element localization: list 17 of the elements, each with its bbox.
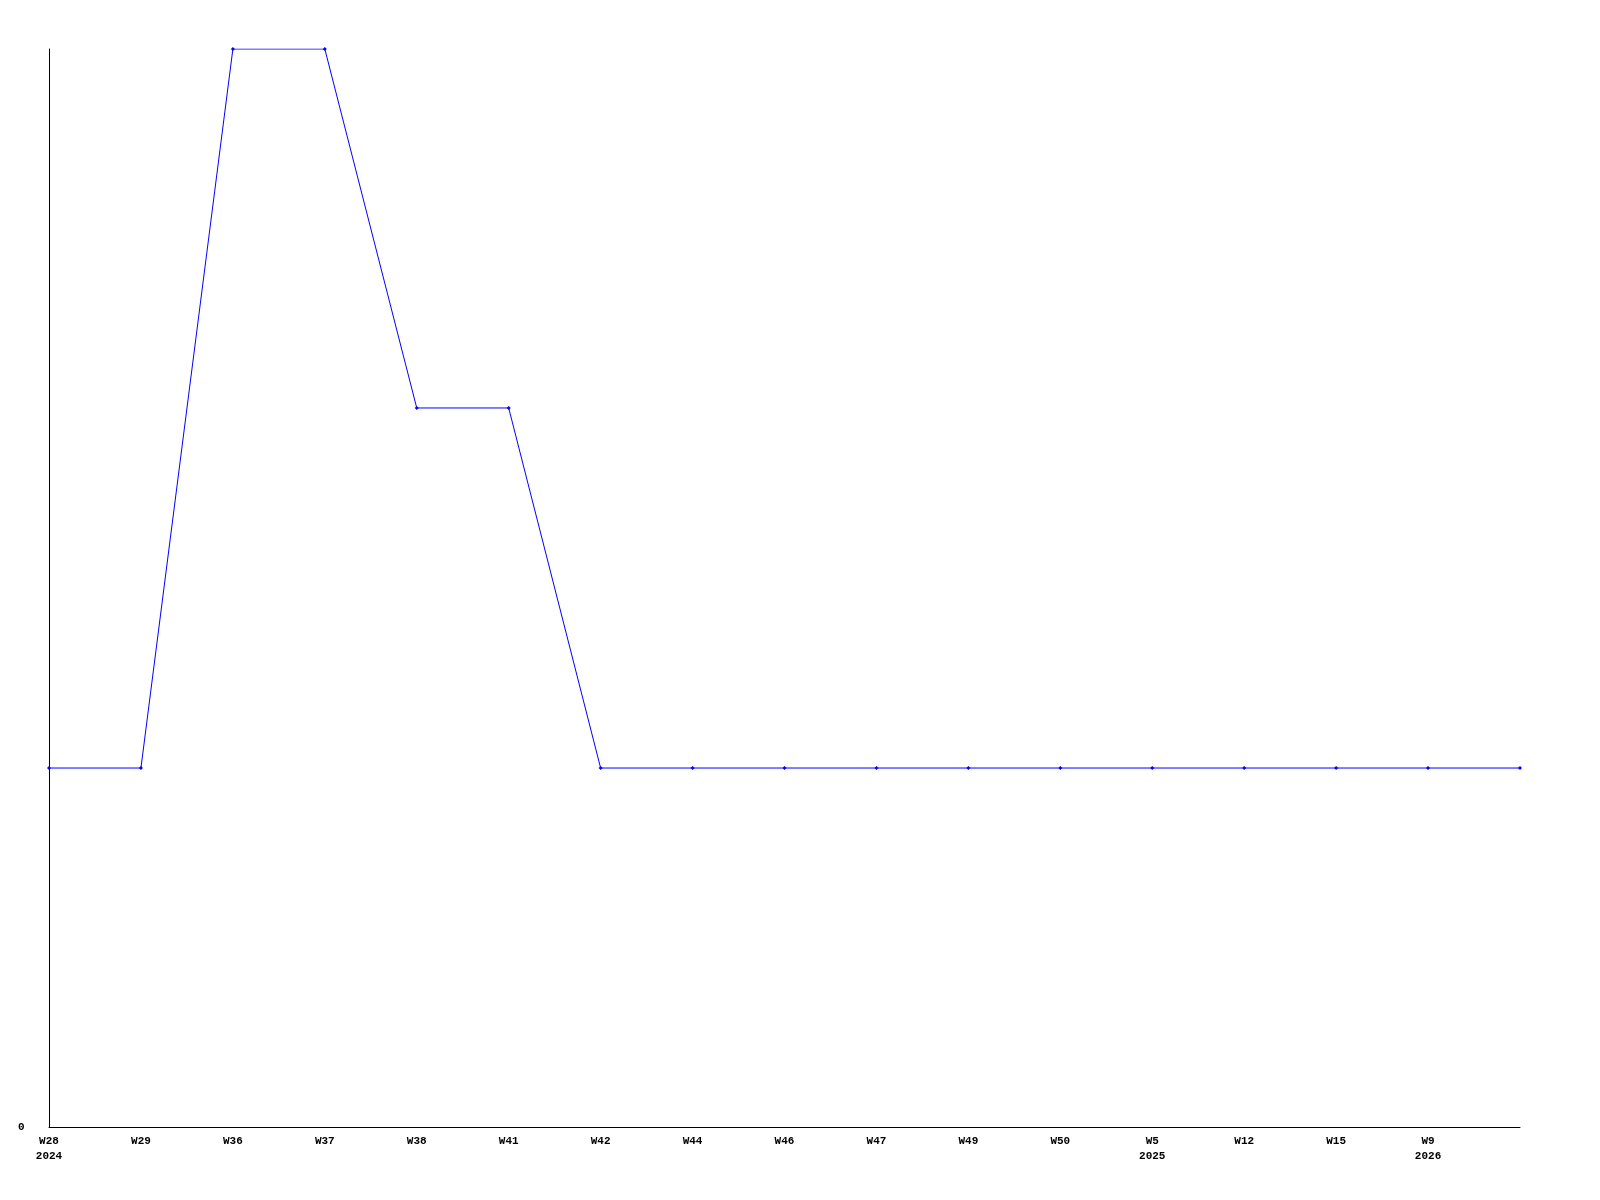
x-tick-label: W47 [866,1134,887,1147]
x-tick-label: W36 [222,1134,243,1147]
x-tick-label: W37 [314,1134,335,1147]
x-tick-label: W46 [774,1134,795,1147]
x-tick-label: W29 [131,1134,151,1147]
x-tick-label: W15 [1326,1134,1347,1147]
x-tick-label: W12 [1234,1134,1255,1147]
x-tick-label: W49 [958,1134,979,1147]
x-tick-label: W41 [498,1134,519,1147]
x-tick-label: W38 [406,1134,428,1147]
x-tick-label: W28 2024 [35,1134,63,1162]
x-tick-label: W42 [590,1134,611,1147]
x-tick-label: W50 [1050,1134,1071,1147]
text: 0 [18,1120,25,1133]
x-tick-label: W9 2026 [1414,1134,1442,1162]
x-tick-label: W5 2025 [1139,1134,1166,1162]
x-tick-label: W44 [682,1134,703,1147]
